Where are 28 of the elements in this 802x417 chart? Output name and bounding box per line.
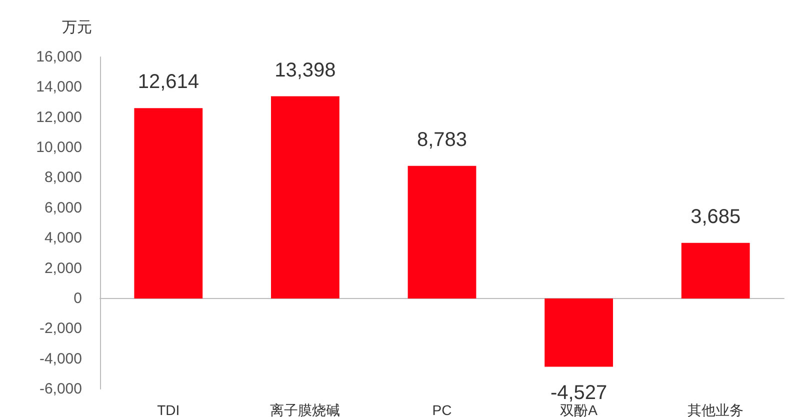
- y-tick-label: 4,000: [44, 230, 82, 247]
- y-tick-label: 2,000: [44, 260, 82, 277]
- y-axis-title: 万元: [62, 19, 92, 36]
- data-label: 13,398: [274, 59, 336, 82]
- data-label: 3,685: [690, 206, 741, 228]
- x-tick-label: 双酚A: [560, 402, 598, 417]
- x-tick-label: 其他业务: [688, 402, 744, 417]
- y-tick-label: 16,000: [36, 48, 82, 66]
- y-tick-label: 14,000: [36, 78, 82, 96]
- bar: [134, 108, 203, 298]
- y-tick-label: 6,000: [44, 199, 82, 216]
- bar: [544, 298, 613, 367]
- x-tick-label: TDI: [157, 402, 180, 417]
- y-tick-label: -4,000: [39, 350, 82, 368]
- bar: [408, 166, 476, 298]
- y-tick-label: 10,000: [36, 139, 82, 156]
- data-label: -4,527: [550, 382, 608, 404]
- y-tick-label: 8,000: [44, 169, 82, 186]
- x-tick-label: 离子膜烧碱: [270, 402, 340, 417]
- y-tick-label: -2,000: [39, 320, 82, 338]
- y-tick-label: 0: [74, 290, 82, 307]
- y-tick-label: 12,000: [36, 108, 82, 126]
- data-label: 8,783: [416, 128, 468, 151]
- bar: [271, 96, 340, 298]
- bar: [681, 242, 750, 298]
- data-label: 12,614: [138, 71, 199, 94]
- y-tick-label: -6,000: [39, 380, 82, 398]
- x-tick-label: PC: [432, 402, 452, 417]
